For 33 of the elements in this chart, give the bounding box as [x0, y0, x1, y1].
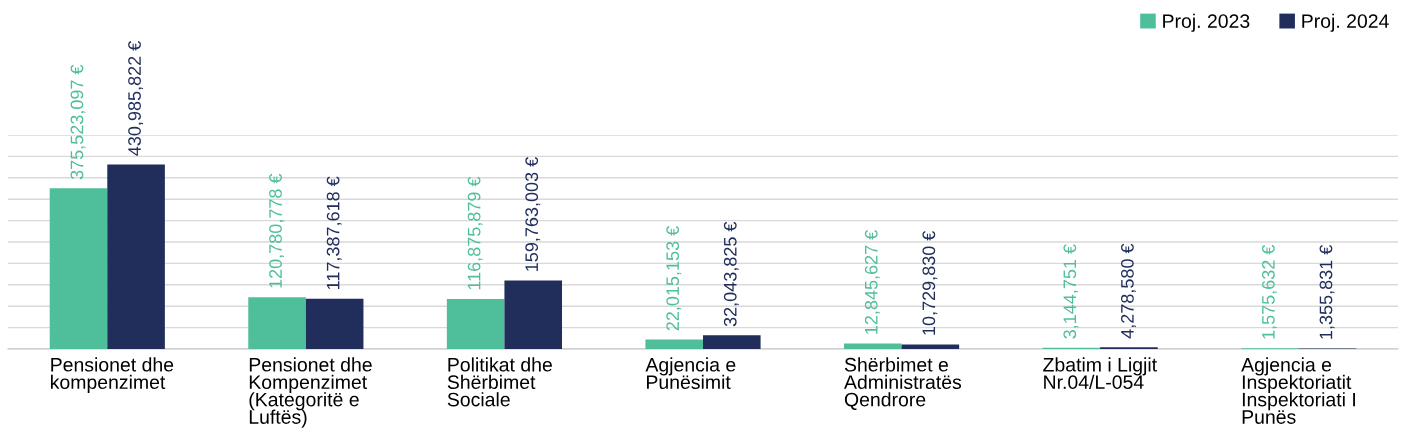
- data-label: 120,780,778 €: [269, 173, 285, 288]
- x-tick-label: Pensionet dhe Kompenzimet (Kategoritë e Luftës): [249, 357, 372, 428]
- data-label: 3,144,751 €: [1063, 244, 1079, 339]
- data-label: 375,523,097 €: [70, 64, 86, 180]
- data-label: 1,575,632 €: [1261, 244, 1277, 339]
- bar: [901, 344, 960, 349]
- bar: [645, 339, 703, 349]
- data-label: 117,387,618 €: [326, 176, 342, 290]
- data-label: 22,015,153 €: [666, 226, 682, 331]
- data-label: 10,729,830 €: [922, 230, 938, 335]
- data-label: 12,845,627 €: [864, 230, 880, 334]
- data-label: 430,985,822 €: [128, 40, 144, 156]
- bar: [49, 188, 108, 349]
- bar: [446, 298, 505, 349]
- x-tick-label: Agjencia e Punësimit: [645, 357, 736, 390]
- bar: [305, 298, 364, 349]
- data-label: 116,875,879 €: [467, 176, 483, 290]
- x-tick-label: Pensionet dhe kompenzimet: [51, 357, 174, 393]
- x-tick-label: Agjencia e Inspektoriatit Inspektoriati I Punës: [1241, 357, 1355, 424]
- bar: [248, 297, 306, 349]
- data-label: 159,763,003 €: [525, 157, 541, 271]
- legend-label: Proj. 2023: [1163, 13, 1250, 32]
- bar: [504, 280, 563, 349]
- bar: [703, 335, 761, 349]
- data-label: 32,043,825 €: [723, 221, 739, 327]
- bar: [843, 343, 902, 349]
- bar: [107, 164, 165, 349]
- x-tick-label: Zbatim i Ligjit Nr.04/L-054: [1043, 357, 1157, 390]
- x-tick-label: Shërbimet e Administratës Qendrore: [844, 357, 962, 410]
- data-label: 4,278,580 €: [1121, 243, 1136, 339]
- x-tick-label: Politikat dhe Shërbimet Sociale: [447, 357, 552, 407]
- legend-label: Proj. 2024: [1302, 13, 1389, 32]
- data-label: 1,355,831 €: [1319, 244, 1335, 339]
